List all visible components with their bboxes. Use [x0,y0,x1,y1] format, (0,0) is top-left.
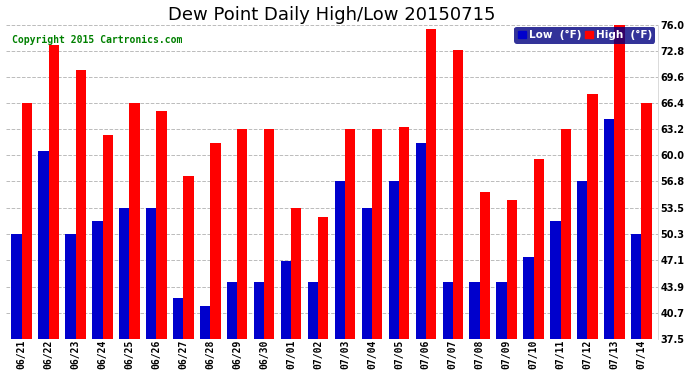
Bar [227,282,237,339]
Bar [587,94,598,339]
Bar [291,209,302,339]
Bar [335,182,345,339]
Bar [130,103,139,339]
Bar [49,45,59,339]
Bar [388,182,399,339]
Bar [560,129,571,339]
Bar [39,152,49,339]
Bar [103,135,112,339]
Bar [442,282,453,339]
Bar [453,50,463,339]
Bar [415,143,426,339]
Bar [578,182,587,339]
Bar [318,216,328,339]
Bar [66,234,76,339]
Bar [264,129,275,339]
Bar [533,159,544,339]
Bar [237,129,248,339]
Bar [642,103,651,339]
Text: Copyright 2015 Cartronics.com: Copyright 2015 Cartronics.com [12,34,182,45]
Bar [604,119,614,339]
Bar [200,306,210,339]
Bar [92,220,103,339]
Bar [614,25,624,339]
Bar [480,192,490,339]
Bar [426,29,436,339]
Bar [12,234,21,339]
Bar [119,209,130,339]
Bar [76,70,86,339]
Bar [506,200,517,339]
Bar [21,103,32,339]
Bar [254,282,264,339]
Bar [469,282,480,339]
Bar [524,257,533,339]
Bar [146,209,157,339]
Bar [184,176,194,339]
Bar [308,282,318,339]
Title: Dew Point Daily High/Low 20150715: Dew Point Daily High/Low 20150715 [168,6,495,24]
Bar [399,127,409,339]
Bar [496,282,506,339]
Bar [345,129,355,339]
Legend: Low  (°F), High  (°F): Low (°F), High (°F) [515,27,656,44]
Bar [157,111,167,339]
Bar [551,220,560,339]
Bar [372,129,382,339]
Bar [173,298,184,339]
Bar [210,143,221,339]
Bar [362,209,372,339]
Bar [631,234,642,339]
Bar [281,261,291,339]
